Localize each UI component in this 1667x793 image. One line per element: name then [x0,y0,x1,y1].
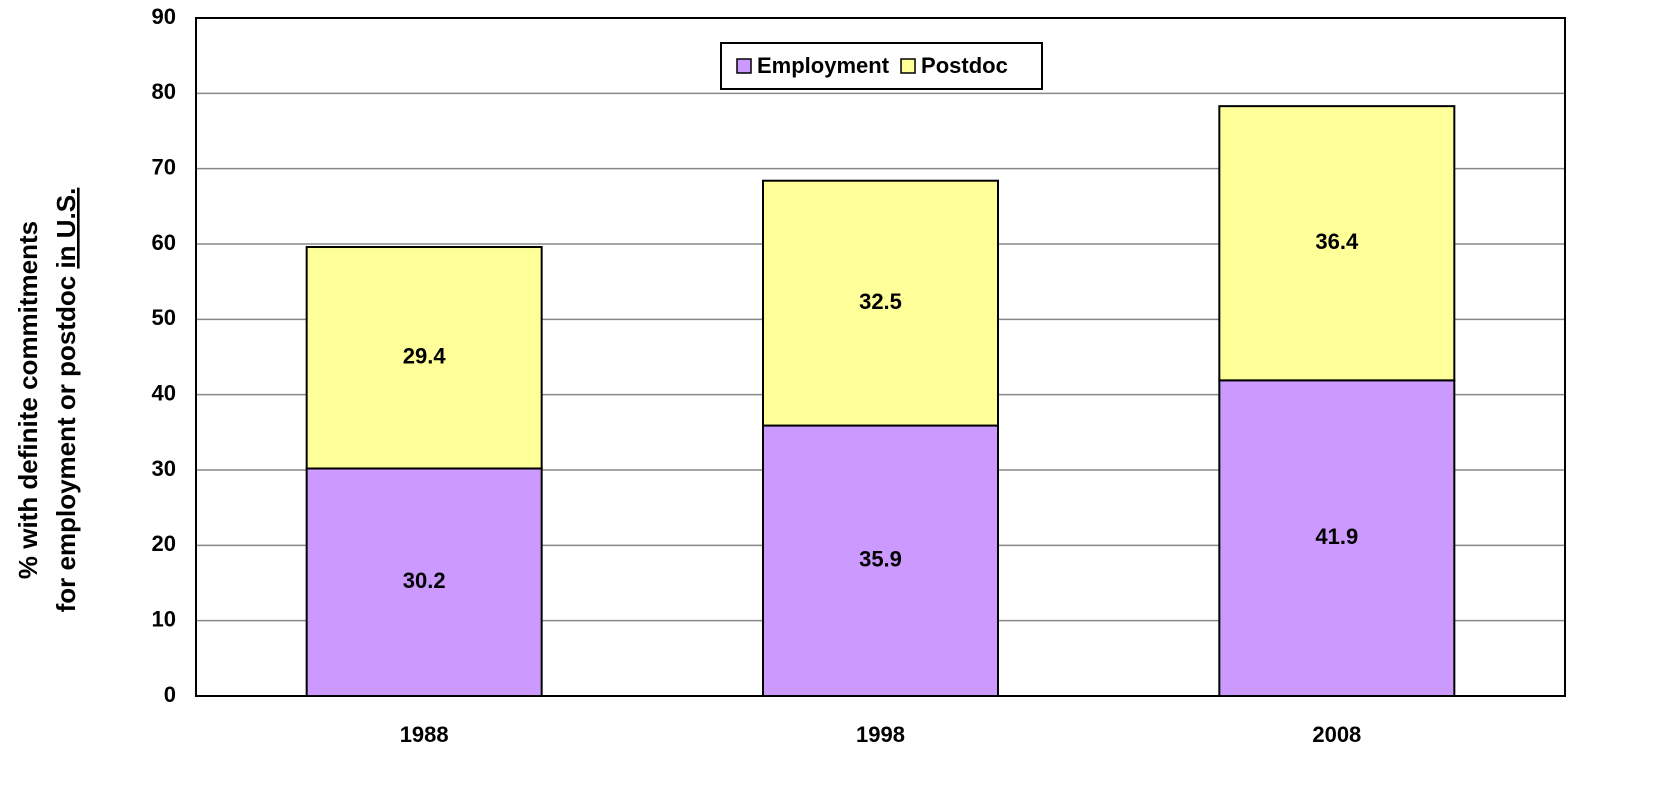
legend-swatch [736,58,752,74]
bar-segment [305,246,543,470]
data-label: 32.5 [859,289,902,314]
bar-segment [762,179,999,427]
legend-swatch [900,58,916,74]
y-tick-label: 50 [152,305,176,330]
y-label-line2-a: for employment or postdoc [51,276,81,613]
bar-segment [1218,105,1456,382]
y-tick-label: 60 [152,230,176,255]
legend-label: Employment [757,53,890,78]
x-tick-label: 1988 [400,722,449,747]
y-axis-label: % with definite commitments for employme… [13,188,81,613]
bar-segment [1218,379,1456,697]
x-tick-label: 2008 [1312,722,1361,747]
y-label-line2-b: in U.S. [51,188,81,269]
y-tick-label: 90 [152,4,176,29]
legend-box [720,42,1043,90]
bar-segment [305,467,543,698]
bar-segment [762,424,999,697]
y-label-line1: % with definite commitments [13,221,43,579]
y-tick-label: 10 [152,606,176,631]
y-tick-label: 0 [164,682,176,707]
x-tick-label: 1998 [856,722,905,747]
y-tick-label: 70 [152,154,176,179]
data-label: 41.9 [1315,524,1358,549]
legend-label: Postdoc [921,53,1008,78]
y-label-line2: for employment or postdoc in U.S. [51,188,81,613]
y-tick-label: 20 [152,531,176,556]
y-tick-label: 40 [152,380,176,405]
data-label: 35.9 [859,547,902,572]
data-label: 36.4 [1315,229,1359,254]
data-label: 30.2 [403,568,446,593]
y-tick-label: 30 [152,456,176,481]
y-tick-label: 80 [152,79,176,104]
data-label: 29.4 [403,344,447,369]
legend: Employment Postdoc [720,42,1043,90]
